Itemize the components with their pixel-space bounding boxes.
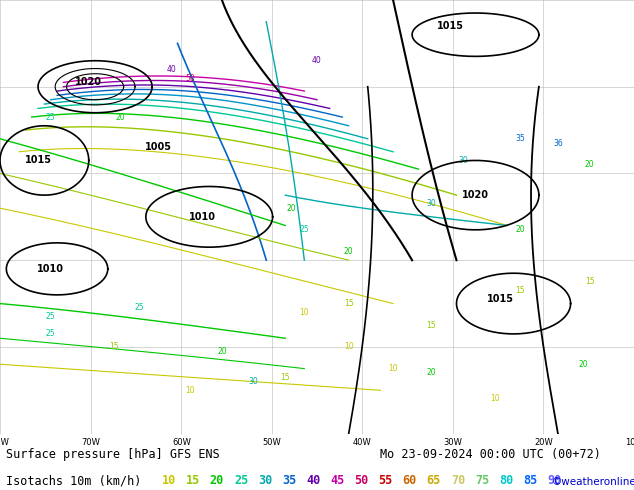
Text: 40: 40 [166,65,176,74]
Text: 10W: 10W [624,438,634,447]
Text: 1020: 1020 [75,77,102,87]
Text: 15: 15 [280,373,290,382]
Text: 10: 10 [299,308,309,317]
Text: 20: 20 [344,247,354,256]
Text: 20: 20 [217,347,227,356]
Text: 55: 55 [378,474,392,487]
Text: 15: 15 [515,286,525,295]
Text: 15: 15 [186,474,200,487]
Text: 1020: 1020 [462,190,489,200]
Text: 36: 36 [553,139,563,147]
Text: 90: 90 [547,474,561,487]
Text: 20: 20 [426,368,436,377]
Text: 25: 25 [46,113,56,122]
Text: 50W: 50W [262,438,281,447]
Text: 30W: 30W [443,438,462,447]
Text: 65: 65 [427,474,441,487]
Text: 1010: 1010 [190,212,216,222]
Text: 1010: 1010 [37,264,64,274]
Text: 30: 30 [249,377,259,386]
Text: 30: 30 [426,199,436,208]
Text: Isotachs 10m (km/h): Isotachs 10m (km/h) [6,474,142,487]
Text: ©weatheronline.co.uk: ©weatheronline.co.uk [552,477,634,487]
Text: 1015: 1015 [488,294,514,304]
Text: 60W: 60W [172,438,191,447]
Text: 1005: 1005 [145,143,172,152]
Text: 1015: 1015 [437,21,463,31]
Text: 10: 10 [489,394,500,403]
Text: 50: 50 [185,74,195,82]
Text: 15: 15 [585,277,595,286]
Text: 15: 15 [109,343,119,351]
Text: Mo 23-09-2024 00:00 UTC (00+72): Mo 23-09-2024 00:00 UTC (00+72) [380,448,601,461]
Text: 25: 25 [46,312,56,321]
Text: 10: 10 [185,386,195,395]
Text: 40: 40 [306,474,320,487]
Text: 30: 30 [458,156,468,165]
Text: 35: 35 [282,474,296,487]
Text: 40: 40 [312,56,322,65]
Text: 25: 25 [46,329,56,339]
Text: 20: 20 [210,474,224,487]
Text: 85: 85 [523,474,537,487]
Text: 75: 75 [475,474,489,487]
Text: 70W: 70W [81,438,100,447]
Text: 80W: 80W [0,438,10,447]
Text: 10: 10 [388,364,398,373]
Text: 10: 10 [344,343,354,351]
Text: 15: 15 [344,299,354,308]
Text: 70: 70 [451,474,465,487]
Text: 30: 30 [258,474,272,487]
Text: 50: 50 [354,474,368,487]
Text: 45: 45 [330,474,344,487]
Text: 25: 25 [234,474,248,487]
Text: 20: 20 [287,204,297,213]
Text: 60: 60 [403,474,417,487]
Text: 80: 80 [499,474,513,487]
Text: Surface pressure [hPa] GFS ENS: Surface pressure [hPa] GFS ENS [6,448,220,461]
Text: 35: 35 [515,134,525,143]
Text: 1015: 1015 [25,155,51,166]
Text: 10: 10 [162,474,176,487]
Text: 25: 25 [299,225,309,234]
Text: 20: 20 [585,160,595,169]
Text: 20: 20 [115,113,126,122]
Text: 20: 20 [578,360,588,369]
Text: 20W: 20W [534,438,553,447]
Text: 15: 15 [426,321,436,330]
Text: 20: 20 [515,225,525,234]
Text: 25: 25 [134,303,145,313]
Text: 40W: 40W [353,438,372,447]
